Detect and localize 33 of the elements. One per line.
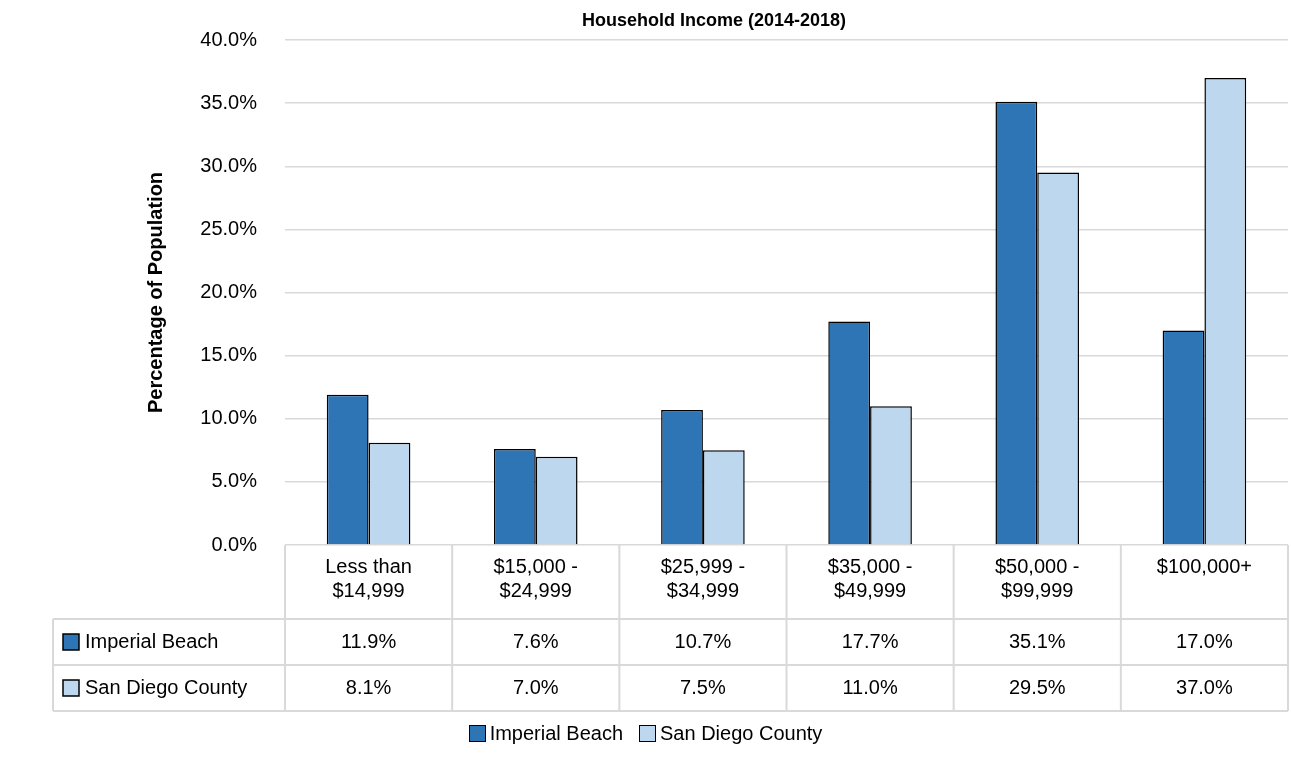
data-label: 7.0% <box>512 675 559 698</box>
data-label: 17.0% <box>1176 629 1233 652</box>
y-tick-label: 30.0% <box>200 153 258 176</box>
y-tick-label: 25.0% <box>200 216 258 239</box>
chart-title: Household Income (2014-2018) <box>581 10 847 31</box>
y-tick-label: 0.0% <box>211 532 258 555</box>
data-label: 7.5% <box>680 675 726 698</box>
y-tick-label: 5.0% <box>211 469 258 492</box>
legend-label: San Diego County <box>660 722 823 745</box>
data-label: 29.5% <box>1008 675 1066 698</box>
data-label: 8.1% <box>345 675 392 698</box>
legend-label: Imperial Beach <box>85 629 219 652</box>
y-tick-label: 10.0% <box>200 406 258 429</box>
x-tick-label: Less than $14,999 <box>325 554 412 601</box>
data-label: 37.0% <box>1176 675 1233 698</box>
data-label: 10.7% <box>674 629 732 652</box>
data-label: 17.7% <box>841 629 899 652</box>
x-tick-label: $50,000 - $99,999 <box>994 554 1080 601</box>
text: San Diego County <box>85 675 248 698</box>
x-tick-label: $35,000 - $49,999 <box>827 554 913 601</box>
y-tick-label: 15.0% <box>200 343 258 366</box>
y-tick-label: 20.0% <box>200 280 258 303</box>
x-tick-label: $15,000 - $24,999 <box>493 554 579 601</box>
text: Imperial Beach <box>489 722 624 744</box>
data-label: 11.0% <box>842 675 898 698</box>
data-label: 7.6% <box>512 629 559 652</box>
y-axis-title: Percentage of Population <box>143 171 166 414</box>
x-tick-label: $25,999 - $34,999 <box>660 554 746 601</box>
y-tick-label: 40.0% <box>200 27 258 50</box>
y-tick-label: 35.0% <box>200 90 258 113</box>
x-tick-label: $100,000+ <box>1156 554 1252 577</box>
data-label: 11.9% <box>340 629 397 652</box>
data-label: 35.1% <box>1008 629 1066 652</box>
